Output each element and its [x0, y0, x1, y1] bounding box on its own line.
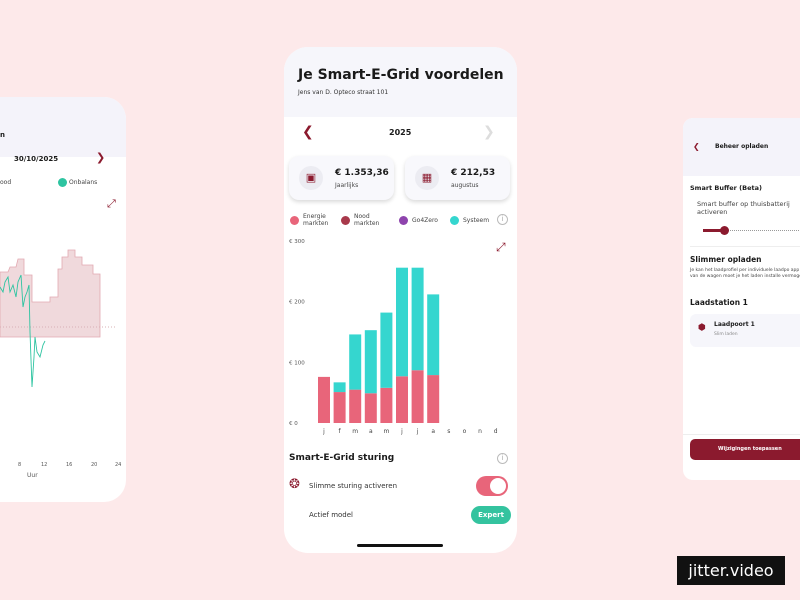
- page-title: Je Smart-E-Grid voordelen: [298, 67, 504, 83]
- expand-icon[interactable]: ⤢: [496, 240, 506, 254]
- bar-systeem: [427, 294, 440, 376]
- x-tick-label: j: [322, 428, 325, 435]
- x-tick-label: m: [352, 428, 358, 435]
- legend-dot-onbalans: [58, 178, 67, 187]
- x-tick: 24: [115, 462, 121, 468]
- legend-onbalans: Onbalans: [69, 179, 98, 186]
- port-sub: Slim laden: [714, 332, 738, 337]
- port-card[interactable]: ⬢ Laadpoort 1 Slim laden: [690, 314, 800, 347]
- x-tick: 8: [18, 462, 21, 468]
- address: Jens van D. Opteco straat 101: [298, 89, 389, 96]
- bar-systeem: [364, 330, 377, 394]
- stat-yearly: ▣ € 1.353,36 Jaarlijks: [289, 156, 394, 200]
- bar-energie-markten: [349, 389, 362, 423]
- steering-title: Smart-E-Grid sturing: [289, 453, 395, 463]
- bar-systeem: [380, 312, 393, 388]
- x-tick: 12: [41, 462, 47, 468]
- y-tick-label: € 0: [289, 421, 298, 427]
- right-screen: ❮ Beheer opladen Smart Buffer (Beta) Sma…: [683, 118, 800, 480]
- stat-label: augustus: [451, 182, 479, 189]
- model-label: Actief model: [309, 511, 353, 519]
- legend-go4zero: Go4Zero: [399, 216, 438, 225]
- date-label: 30/10/2025: [14, 155, 59, 163]
- next-year-button[interactable]: ❯: [483, 124, 495, 140]
- bar-systeem: [411, 267, 424, 371]
- left-chart: 8 12 16 20 24 Uur: [0, 249, 121, 479]
- apply-button[interactable]: Wijzigingen toepassen: [690, 439, 800, 460]
- next-day-button[interactable]: ❯: [96, 151, 106, 164]
- left-header: n: [0, 97, 126, 157]
- station-title: Laadstation 1: [690, 298, 748, 307]
- x-tick-label: j: [416, 428, 419, 435]
- bar-chart: € 0 € 100 € 200 € 300 j f m a m j j a s o n d: [289, 239, 498, 435]
- x-tick-label: o: [463, 428, 467, 435]
- bar-energie-markten: [318, 376, 330, 423]
- stat-label: Jaarlijks: [335, 182, 359, 189]
- calendar-icon: ▣: [299, 166, 323, 190]
- buffer-slider-fill: [703, 229, 725, 232]
- buffer-text: Smart buffer op thuisbatterij activeren: [697, 200, 790, 216]
- nood-area: [0, 249, 101, 338]
- toggle-label: Slimme sturing activeren: [309, 482, 398, 490]
- x-axis-label: Uur: [27, 472, 38, 479]
- left-screen: n 30/10/2025 ❯ ood Onbalans ⤢ 8 12 16 20…: [0, 97, 126, 502]
- buffer-slider-handle[interactable]: [720, 226, 729, 235]
- jitter-badge: jitter.video: [677, 556, 785, 585]
- calendar-grid-icon: ▦: [415, 166, 439, 190]
- x-tick-label: j: [400, 428, 403, 435]
- bar-energie-markten: [396, 376, 408, 423]
- expand-icon[interactable]: ⤢: [107, 197, 116, 210]
- bar-energie-markten: [333, 392, 346, 423]
- main-screen: Je Smart-E-Grid voordelen Jens van D. Op…: [284, 47, 517, 553]
- x-tick-label: a: [431, 428, 435, 435]
- stat-month: ▦ € 212,53 augustus: [405, 156, 510, 200]
- right-header: ❮ Beheer opladen: [683, 118, 800, 176]
- x-tick-label: s: [447, 428, 450, 435]
- model-button[interactable]: Expert: [471, 506, 511, 524]
- legend-energie: Energie markten: [290, 213, 333, 227]
- legend-nood: Nood markten: [341, 213, 384, 227]
- y-tick-label: € 200: [289, 300, 305, 306]
- bar-energie-markten: [427, 375, 440, 423]
- x-tick: 16: [66, 462, 72, 468]
- back-button[interactable]: ❮: [693, 142, 700, 151]
- x-tick-label: a: [369, 428, 373, 435]
- smart-steering-toggle[interactable]: [476, 476, 508, 496]
- prev-year-button[interactable]: ❮: [302, 124, 314, 140]
- bar-systeem: [333, 382, 346, 393]
- right-title: Beheer opladen: [715, 143, 769, 150]
- info-icon[interactable]: i: [497, 214, 508, 225]
- buffer-slider-track[interactable]: [703, 230, 800, 231]
- charger-icon: ⬢: [698, 323, 706, 333]
- bar-energie-markten: [411, 370, 424, 423]
- bar-systeem: [396, 267, 408, 377]
- left-title: n: [0, 131, 5, 139]
- x-tick-label: f: [339, 428, 342, 435]
- y-tick-label: € 100: [289, 360, 305, 366]
- onbalans-line: [0, 274, 46, 388]
- stat-value: € 212,53: [451, 168, 496, 178]
- x-tick: 20: [91, 462, 97, 468]
- main-header: Je Smart-E-Grid voordelen Jens van D. Op…: [284, 47, 517, 117]
- home-indicator: [357, 544, 443, 547]
- year-label: 2025: [389, 128, 412, 137]
- x-tick-label: n: [478, 428, 482, 435]
- x-tick-label: d: [494, 428, 498, 435]
- bar-energie-markten: [380, 387, 393, 423]
- port-title: Laadpoort 1: [714, 321, 755, 328]
- smart-text: Je kan het laadprofiel per individuele l…: [690, 268, 800, 279]
- bar-energie-markten: [364, 393, 377, 423]
- puzzle-icon: ❂: [289, 477, 300, 492]
- x-tick-label: m: [383, 428, 389, 435]
- bar-systeem: [349, 334, 362, 390]
- info-icon[interactable]: i: [497, 453, 508, 464]
- y-tick-label: € 300: [289, 239, 305, 245]
- buffer-title: Smart Buffer (Beta): [690, 184, 762, 192]
- stat-value: € 1.353,36: [335, 168, 389, 178]
- legend-systeem: Systeem: [450, 216, 489, 225]
- legend-nood: ood: [0, 179, 12, 186]
- smart-title: Slimmer opladen: [690, 255, 762, 264]
